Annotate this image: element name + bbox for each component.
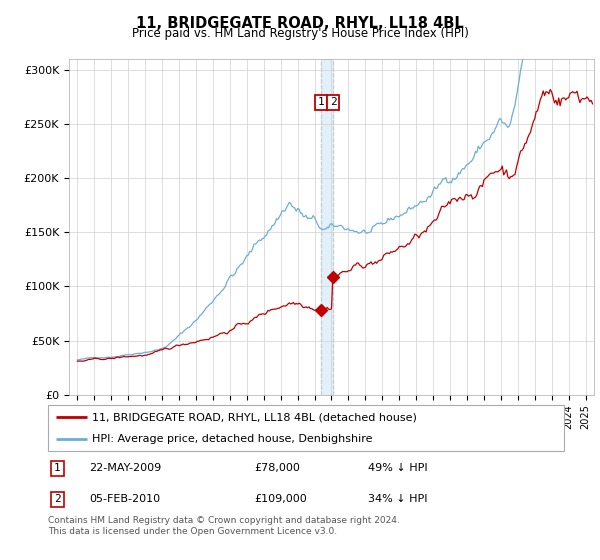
Text: 11, BRIDGEGATE ROAD, RHYL, LL18 4BL: 11, BRIDGEGATE ROAD, RHYL, LL18 4BL [136,16,464,31]
Text: 22-MAY-2009: 22-MAY-2009 [89,463,161,473]
Text: Contains HM Land Registry data © Crown copyright and database right 2024.
This d: Contains HM Land Registry data © Crown c… [48,516,400,536]
Text: 1: 1 [54,463,61,473]
Text: 11, BRIDGEGATE ROAD, RHYL, LL18 4BL (detached house): 11, BRIDGEGATE ROAD, RHYL, LL18 4BL (det… [92,412,417,422]
Text: 49% ↓ HPI: 49% ↓ HPI [368,463,428,473]
Text: HPI: Average price, detached house, Denbighshire: HPI: Average price, detached house, Denb… [92,435,373,444]
Text: 2: 2 [329,97,337,108]
Text: £109,000: £109,000 [254,494,307,505]
Text: 05-FEB-2010: 05-FEB-2010 [89,494,160,505]
Text: 2: 2 [54,494,61,505]
Text: 34% ↓ HPI: 34% ↓ HPI [368,494,427,505]
Text: 1: 1 [317,97,325,108]
Bar [321,59,333,395]
FancyBboxPatch shape [48,405,564,451]
Text: £78,000: £78,000 [254,463,300,473]
Text: Price paid vs. HM Land Registry's House Price Index (HPI): Price paid vs. HM Land Registry's House … [131,27,469,40]
